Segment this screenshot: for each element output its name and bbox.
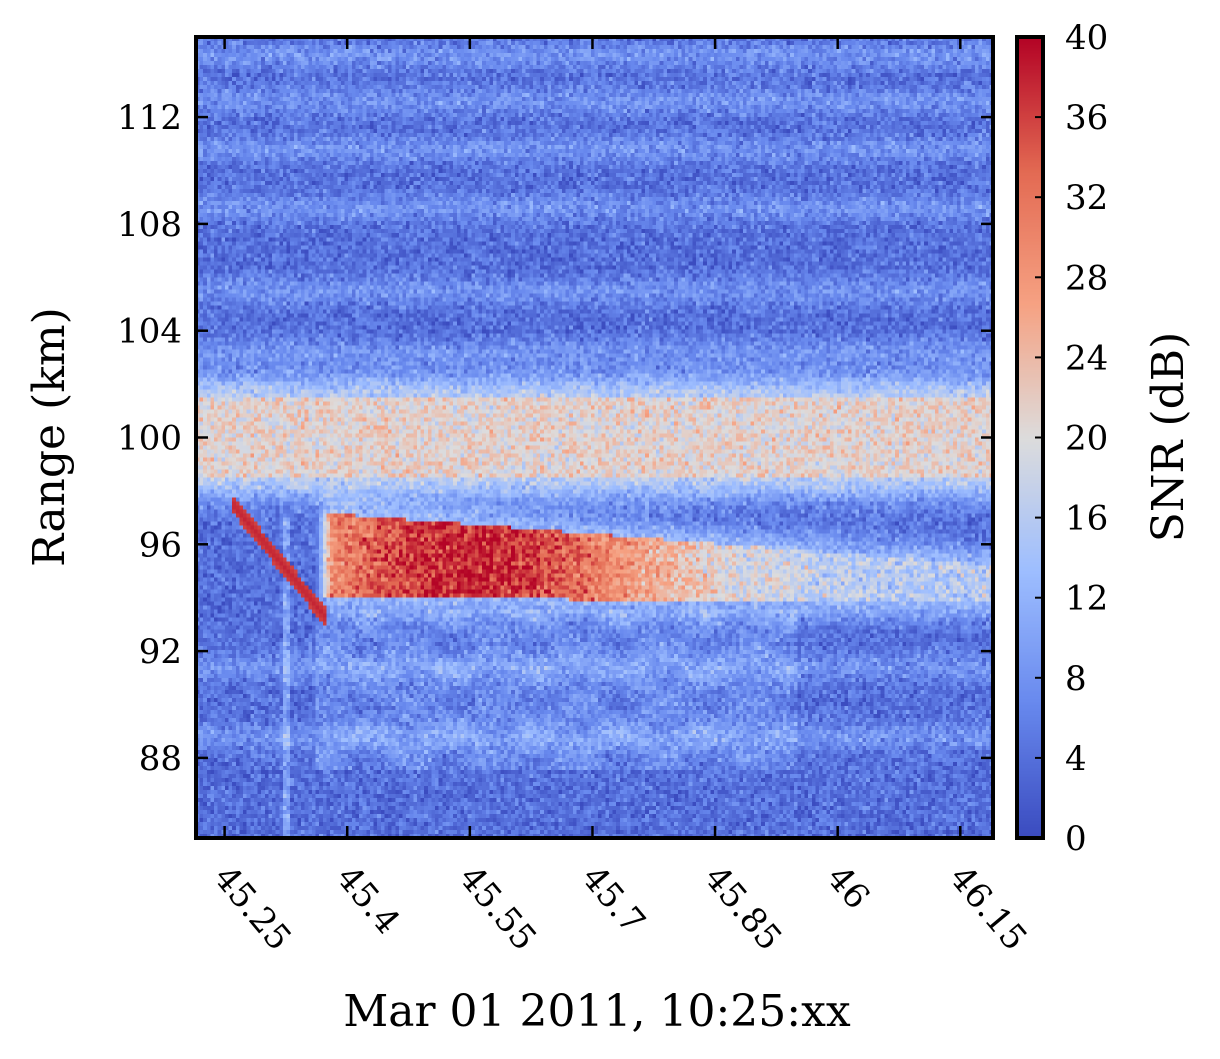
colorbar-tick-label: 24 xyxy=(1065,338,1108,378)
colorbar-tick-label: 8 xyxy=(1065,659,1087,699)
y-axis-title: Range (km) xyxy=(24,307,75,567)
x-axis-title: Mar 01 2011, 10:25:xx xyxy=(343,986,851,1037)
colorbar-tick-label: 0 xyxy=(1065,819,1087,859)
y-tick-label: 108 xyxy=(117,205,182,245)
colorbar-title: SNR (dB) xyxy=(1143,332,1194,543)
x-tick-label: 45.55 xyxy=(451,858,544,958)
snr-heatmap xyxy=(196,37,993,838)
x-tick-label: 46 xyxy=(819,858,877,917)
colorbar-tick-label: 12 xyxy=(1065,579,1108,619)
y-tick-label: 92 xyxy=(139,632,182,672)
y-tick-label: 88 xyxy=(139,739,182,779)
x-tick-label: 45.7 xyxy=(574,858,653,942)
colorbar-tick-label: 16 xyxy=(1065,499,1108,539)
colorbar-tick-label: 20 xyxy=(1065,419,1108,459)
y-tick-label: 100 xyxy=(117,419,182,459)
x-tick-label: 45.4 xyxy=(328,858,407,942)
y-tick-label: 112 xyxy=(117,98,182,138)
y-axis-ticks: 88 92 96 100 104 108 112 xyxy=(117,98,993,779)
y-tick-label: 104 xyxy=(117,312,182,352)
colorbar-ticks: 0 4 8 12 16 20 24 28 32 36 40 xyxy=(1035,18,1108,859)
colorbar-tick-label: 4 xyxy=(1065,739,1087,779)
colorbar-tick-label: 40 xyxy=(1065,18,1108,58)
colorbar-tick-label: 36 xyxy=(1065,98,1108,138)
x-tick-label: 46.15 xyxy=(941,858,1034,958)
y-tick-label: 96 xyxy=(139,525,182,565)
colorbar-tick-label: 32 xyxy=(1065,178,1108,218)
x-tick-label: 45.85 xyxy=(696,858,789,958)
x-tick-label: 45.25 xyxy=(206,858,299,958)
colorbar-tick-label: 28 xyxy=(1065,258,1108,298)
